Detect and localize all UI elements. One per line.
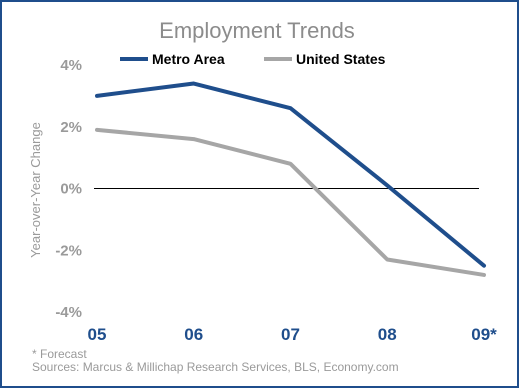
y-tick-label: 2% [60, 119, 82, 136]
x-tick-label: 06 [184, 325, 203, 344]
y-tick-label: -4% [55, 304, 82, 321]
x-tick-label: 09* [471, 325, 497, 344]
forecast-note: * Forecast [32, 347, 87, 361]
x-tick-labels: 05 06 07 08 09* [88, 325, 498, 344]
chart-title: Employment Trends [159, 18, 355, 43]
sources-note: Sources: Marcus & Millichap Research Ser… [32, 360, 399, 374]
y-tick-label: 0% [60, 181, 82, 198]
y-tick-label: -2% [55, 242, 82, 259]
y-tick-labels: 4% 2% 0% -2% -4% [55, 57, 82, 321]
series-line-metro-area [95, 81, 486, 268]
y-tick-label: 4% [60, 57, 82, 74]
legend: Metro Area United States [120, 51, 386, 67]
x-tick-label: 05 [88, 325, 107, 344]
legend-label: Metro Area [152, 51, 225, 67]
y-axis-label: Year-over-Year Change [28, 122, 43, 258]
series-line-united-states [95, 127, 486, 277]
x-tick-label: 08 [378, 325, 397, 344]
x-tick-label: 07 [281, 325, 300, 344]
legend-label: United States [296, 51, 386, 67]
series-lines [95, 81, 486, 277]
